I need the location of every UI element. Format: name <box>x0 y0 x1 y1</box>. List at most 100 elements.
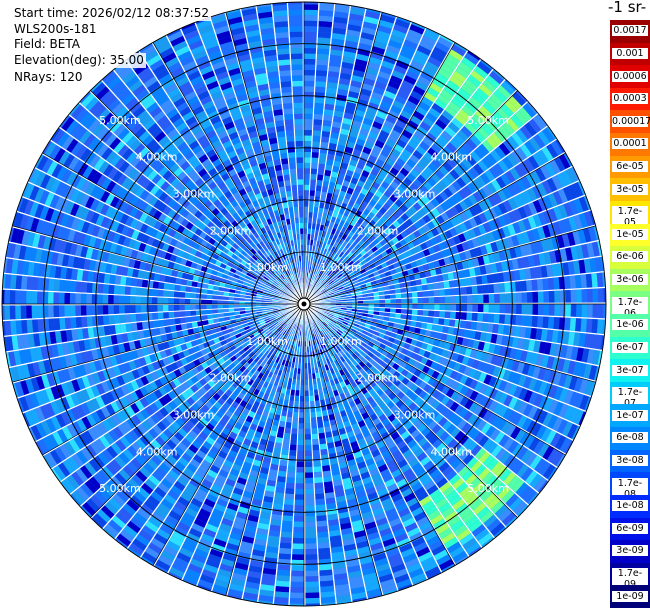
range-gate-cell <box>345 34 360 43</box>
range-gate-cell <box>447 237 456 247</box>
range-gate-cell <box>336 282 343 287</box>
ray-gap-line <box>303 2 320 305</box>
range-gate-cell <box>81 316 88 328</box>
range-gate-cell <box>432 46 448 58</box>
range-gate-cell <box>304 472 314 479</box>
range-gate-cell <box>316 269 321 276</box>
range-gate-cell <box>420 242 428 251</box>
range-gate-cell <box>557 188 569 204</box>
range-gate-cell <box>350 247 358 255</box>
range-gate-cell <box>304 37 317 43</box>
range-gate-cell <box>357 300 364 304</box>
range-gate-cell <box>37 305 43 318</box>
range-gate-cell <box>211 299 218 304</box>
range-gate-cell <box>354 109 366 118</box>
range-gate-cell <box>304 69 316 76</box>
range-gate-cell <box>360 259 368 266</box>
range-gate-cell <box>383 189 393 199</box>
range-gate-cell <box>417 291 424 298</box>
range-gate-cell <box>392 278 400 285</box>
range-gate-cell <box>578 259 586 274</box>
range-gate-cell <box>294 494 304 500</box>
range-gate-cell <box>492 273 499 284</box>
range-gate-cell <box>454 225 463 235</box>
range-gate-cell <box>341 61 354 70</box>
range-gate-cell <box>518 107 532 122</box>
range-gate-cell <box>519 269 526 281</box>
range-gate-cell <box>407 196 417 206</box>
range-gate-cell <box>480 59 493 71</box>
range-gate-cell <box>524 122 537 137</box>
range-gate-cell <box>384 290 391 296</box>
range-gate-cell <box>326 87 337 95</box>
range-gate-cell <box>550 432 562 448</box>
range-gate-cell <box>354 143 364 152</box>
range-gate-cell <box>309 201 315 208</box>
range-gate-cell <box>179 304 185 311</box>
range-gate-cell <box>384 312 391 318</box>
range-gate-cell <box>289 439 297 446</box>
range-gate-cell <box>454 279 461 288</box>
range-gate-cell <box>359 174 368 183</box>
range-gate-cell <box>484 169 496 182</box>
range-gate-cell <box>344 249 351 256</box>
range-gate-cell <box>554 304 561 317</box>
range-gate-cell <box>379 304 386 308</box>
range-gate-cell <box>544 342 552 355</box>
range-gate-cell <box>578 213 588 228</box>
range-gate-cell <box>330 132 340 139</box>
range-gate-cell <box>314 97 325 104</box>
range-gate-cell <box>344 274 351 280</box>
range-gate-cell <box>374 249 381 257</box>
range-gate-cell <box>532 199 543 213</box>
range-gate-cell <box>349 254 356 261</box>
range-gate-cell <box>542 195 553 210</box>
range-gate-cell <box>304 146 312 153</box>
range-gate-cell <box>441 130 453 142</box>
range-gate-cell <box>318 158 327 165</box>
range-gate-cell <box>322 266 328 273</box>
range-gate-cell <box>501 335 509 346</box>
range-gate-cell <box>389 75 403 85</box>
range-gate-cell <box>325 262 331 268</box>
range-gate-cell <box>436 274 444 283</box>
range-gate-cell <box>500 173 511 186</box>
range-gate-cell <box>527 155 540 170</box>
range-gate-cell <box>422 310 429 317</box>
range-gate-cell <box>449 75 463 88</box>
range-gate-cell <box>281 526 293 533</box>
range-gate-cell <box>304 119 313 125</box>
range-gate-cell <box>465 321 472 330</box>
range-gate-cell <box>317 174 324 181</box>
range-gate-cell <box>514 164 526 178</box>
range-gate-cell <box>284 493 295 500</box>
range-gate-cell <box>531 315 538 328</box>
range-gate-cell <box>453 253 462 263</box>
range-gate-cell <box>162 304 169 312</box>
ray-gap-line <box>303 5 352 305</box>
range-gate-cell <box>309 395 315 402</box>
range-gate-cell <box>308 217 313 224</box>
range-gate-cell <box>383 144 393 153</box>
range-gate-cell <box>470 70 485 83</box>
range-gate-cell <box>511 235 520 247</box>
range-gate-cell <box>434 98 448 110</box>
range-gate-cell <box>551 263 559 277</box>
range-gate-cell <box>304 466 313 473</box>
range-gate-cell <box>492 111 506 125</box>
range-gate-cell <box>309 400 315 407</box>
range-gate-cell <box>396 16 411 24</box>
range-gate-cell <box>502 139 515 153</box>
range-gate-cell <box>538 253 546 266</box>
range-gate-cell <box>466 304 473 312</box>
range-gate-cell <box>456 261 464 271</box>
range-gate-cell <box>330 49 343 57</box>
range-gate-cell <box>357 297 364 301</box>
range-gate-cell <box>422 224 431 233</box>
range-gate-cell <box>594 334 603 350</box>
range-gate-cell <box>530 352 539 365</box>
range-gate-cell <box>516 415 528 429</box>
range-gate-cell <box>507 224 516 236</box>
range-gate-cell <box>492 323 499 334</box>
range-gate-cell <box>421 365 430 374</box>
